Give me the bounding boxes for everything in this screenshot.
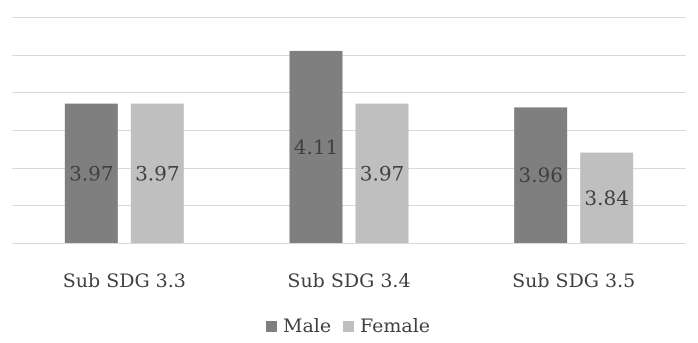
bar-female-2 [355, 103, 409, 243]
legend-label-male: Male [283, 315, 331, 337]
bar-male-3 [514, 107, 568, 244]
data-label-female-2: 3.97 [360, 161, 405, 185]
data-label-male-2: 4.11 [294, 135, 339, 159]
data-label-female-1: 3.97 [135, 161, 180, 185]
gridlines [12, 17, 686, 244]
data-label-female-3: 3.84 [584, 186, 629, 210]
x-tick-label: Sub SDG 3.4 [287, 270, 410, 292]
data-label-male-3: 3.96 [518, 163, 563, 187]
bar-male-1 [64, 103, 118, 243]
legend-swatch-male [266, 321, 277, 332]
x-tick-label: Sub SDG 3.3 [63, 270, 186, 292]
legend-label-female: Female [360, 315, 430, 337]
legend-swatch-female [343, 321, 354, 332]
bar-male-2 [289, 50, 343, 244]
bars [64, 50, 634, 244]
bar-female-3 [580, 152, 634, 243]
data-label-male-1: 3.97 [69, 161, 114, 185]
legend: Male Female [266, 315, 430, 337]
data-labels: 3.97 3.97 4.11 3.97 3.96 3.84 [69, 135, 629, 210]
x-tick-label: Sub SDG 3.5 [512, 270, 635, 292]
x-axis-tick-labels: Sub SDG 3.3 Sub SDG 3.4 Sub SDG 3.5 [63, 270, 635, 292]
bar-female-1 [130, 103, 184, 243]
